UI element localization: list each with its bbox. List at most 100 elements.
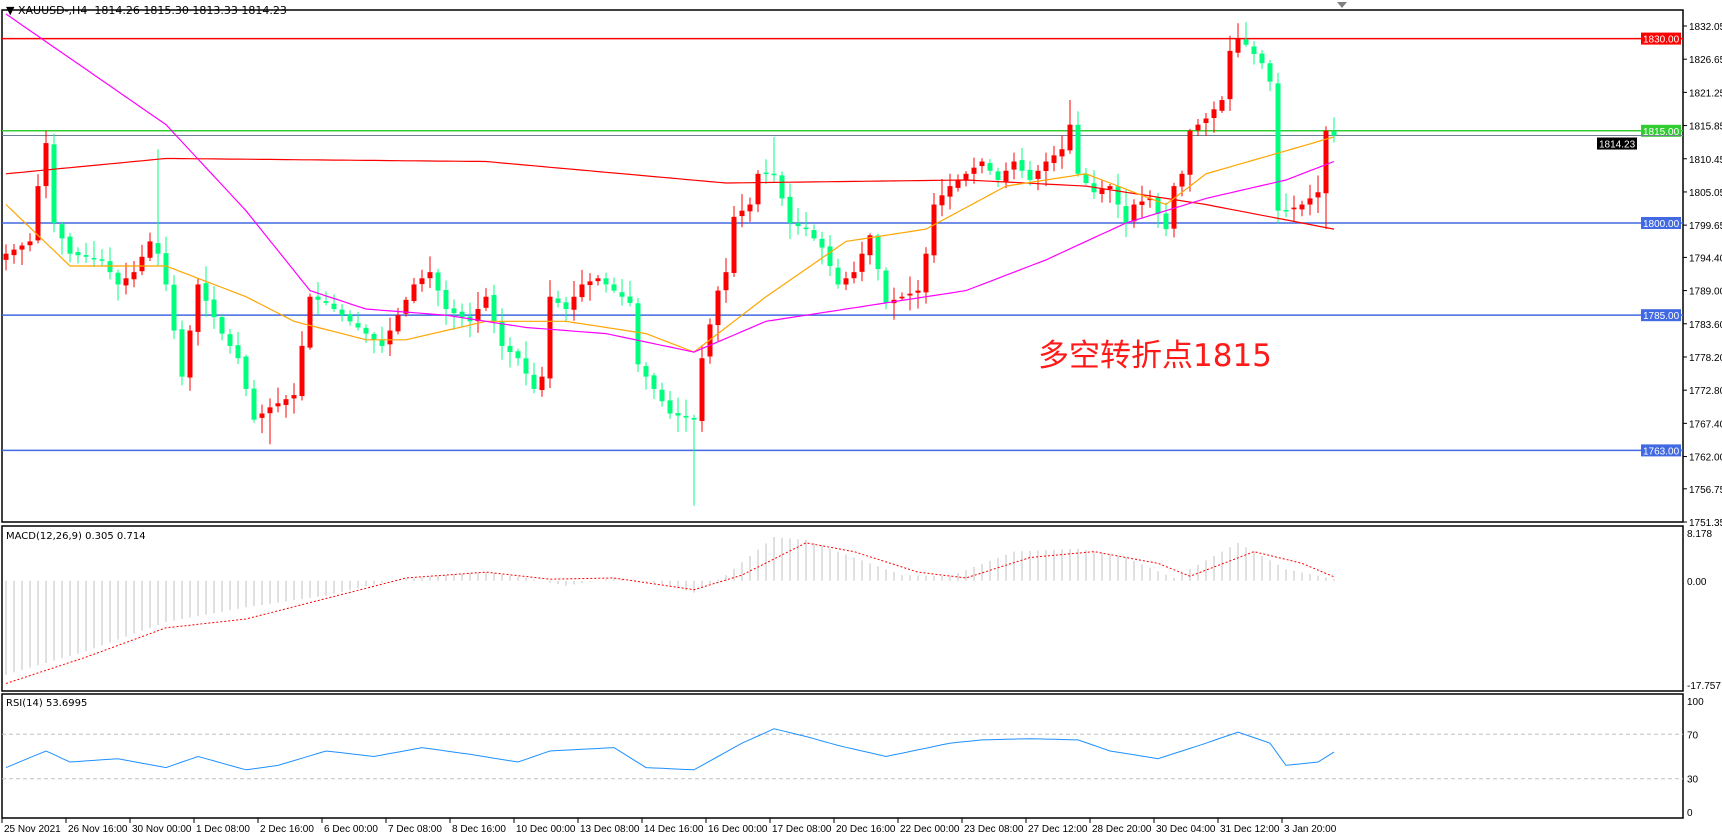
candle-body: [675, 413, 681, 416]
panel-rsi: [1, 693, 1684, 819]
candle-body: [155, 243, 161, 254]
candle-body: [1123, 206, 1129, 223]
candle-body: [1011, 161, 1017, 170]
annotation-text: 多空转折点1815: [1038, 338, 1272, 374]
candle-body: [1003, 170, 1009, 182]
candle-body: [835, 267, 841, 285]
candle-body: [3, 253, 9, 260]
macd-tick-label: 0.00: [1687, 577, 1707, 588]
candle-body: [195, 284, 201, 332]
candle-body: [827, 246, 833, 267]
shift-marker-icon: [1337, 2, 1347, 8]
candle-body: [179, 329, 185, 377]
rsi-title: RSI(14) 53.6995: [6, 698, 88, 709]
x-tick-label: 23 Dec 08:00: [964, 824, 1024, 835]
candle-body: [115, 272, 121, 285]
candle-body: [539, 376, 545, 391]
dropdown-triangle-icon[interactable]: ▼: [6, 4, 15, 17]
candle-body: [331, 303, 337, 310]
candle-body: [939, 195, 945, 206]
candle-body: [299, 345, 305, 397]
candle-body: [1027, 169, 1033, 180]
candle-body: [779, 175, 785, 199]
candle-body: [579, 284, 585, 298]
x-tick-label: 1 Dec 08:00: [196, 824, 250, 835]
y-tick-label: 1778.20: [1689, 353, 1722, 364]
candle-body: [1035, 170, 1041, 179]
candle-body: [379, 339, 385, 346]
candle-body: [1067, 124, 1073, 151]
candle-body: [1019, 160, 1025, 171]
candle-body: [659, 389, 665, 402]
candle-body: [763, 172, 769, 175]
candle-body: [67, 236, 73, 254]
candle-body: [547, 296, 553, 379]
candle-body: [499, 321, 505, 346]
candle-body: [99, 259, 105, 261]
candle-body: [1307, 198, 1313, 205]
candle-body: [1323, 130, 1329, 194]
candle-body: [523, 358, 529, 374]
level-label: 1800.00: [1643, 219, 1680, 230]
candle-body: [971, 167, 977, 174]
candle-body: [555, 298, 561, 303]
ma-mid-line: [5, 13, 1335, 353]
y-tick-label: 1815.85: [1689, 122, 1722, 133]
candle-body: [867, 235, 873, 256]
candle-body: [27, 241, 33, 246]
candle-body: [1115, 186, 1121, 205]
candle-body: [307, 296, 313, 348]
candle-body: [203, 283, 209, 301]
candle-body: [387, 330, 393, 345]
candle-body: [1315, 192, 1321, 198]
candle-body: [1075, 124, 1081, 174]
candle-body: [347, 314, 353, 322]
level-tag: [1641, 32, 1681, 45]
y-tick-label: 1783.60: [1689, 320, 1722, 331]
candle-body: [611, 284, 617, 291]
x-tick-label: 14 Dec 16:00: [644, 824, 704, 835]
ohlc-open: 1814.26: [94, 4, 140, 17]
candle-body: [355, 323, 361, 328]
ohlc-low: 1813.33: [192, 4, 238, 17]
candle-body: [107, 261, 113, 273]
candle-body: [259, 413, 265, 418]
y-tick-label: 1810.45: [1689, 155, 1722, 166]
ma-fast-line: [5, 136, 1335, 353]
y-tick-label: 1832.05: [1689, 22, 1722, 33]
candle-body: [1195, 124, 1201, 131]
candle-body: [963, 173, 969, 181]
candle-body: [459, 311, 465, 318]
ma-slow-line: [5, 157, 1335, 230]
candle-body: [1163, 213, 1169, 230]
candle-body: [171, 284, 177, 331]
rsi-tick-label: 0: [1687, 808, 1693, 819]
candle-body: [59, 224, 65, 239]
candle-body: [283, 399, 289, 406]
level-tag: [1641, 124, 1681, 137]
candle-body: [483, 296, 489, 308]
candle-body: [619, 292, 625, 297]
candle-body: [139, 256, 145, 272]
candle-body: [411, 284, 417, 301]
level-label: 1763.00: [1643, 446, 1680, 457]
candle-body: [1171, 186, 1177, 229]
candle-body: [187, 330, 193, 378]
symbol-label: XAUUSD-,H4: [17, 4, 88, 17]
candle-body: [11, 249, 17, 256]
candle-body: [435, 272, 441, 291]
level-label: 1830.00: [1643, 35, 1680, 46]
x-tick-label: 30 Dec 04:00: [1156, 824, 1216, 835]
candle-body: [859, 253, 865, 272]
rsi-tick-label: 30: [1687, 775, 1699, 786]
candle-body: [1083, 174, 1089, 184]
candle-body: [1275, 83, 1281, 211]
ohlc-high: 1815.30: [143, 4, 189, 17]
x-tick-label: 25 Nov 2021: [4, 824, 61, 835]
candle-body: [1203, 118, 1209, 123]
y-tick-label: 1789.00: [1689, 287, 1722, 298]
candle-body: [491, 294, 497, 322]
y-tick-label: 1826.65: [1689, 55, 1722, 66]
rsi-line: [5, 728, 1335, 771]
